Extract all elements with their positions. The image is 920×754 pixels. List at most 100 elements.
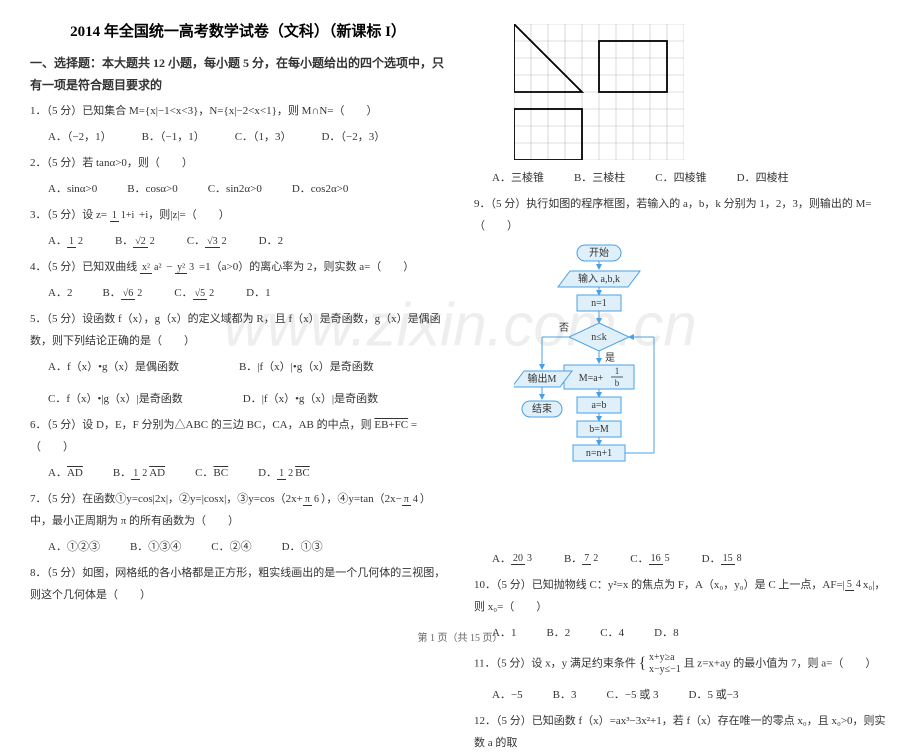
q11-opt-a: A．−5 [492, 684, 523, 706]
q11-opt-c: C．−5 或 3 [607, 684, 659, 706]
q11-options: A．−5 B．3 C．−5 或 3 D．5 或−3 [474, 684, 890, 706]
flowchart-figure: 开始输入 a,b,kn=1n≤k否是M=a+1ba=bb=Mn=n+1输出M结束 [514, 241, 890, 544]
q3-pre: 3．（5 分）设 z= [30, 209, 107, 221]
q5-opt-c: C．f（x）•|g（x）|是奇函数 [48, 388, 183, 410]
q12-stem: 12．（5 分）已知函数 f（x）=ax³−3x²+1，若 f（x）存在唯一的零… [474, 710, 890, 754]
q9-stem: 9．（5 分）执行如图的程序框图，若输入的 a，b，k 分别为 1，2，3，则输… [474, 193, 890, 237]
q4-opt-b: B．√62 [102, 282, 144, 304]
q3-z-frac: 11+i [110, 211, 136, 221]
q6-opt-a: A．AD [48, 462, 83, 484]
svg-text:n=n+1: n=n+1 [586, 448, 612, 459]
svg-text:开始: 开始 [589, 246, 609, 259]
q10-stem: 10．（5 分）已知抛物线 C：y²=x 的焦点为 F，A（x₀，y₀）是 C … [474, 574, 890, 618]
q1-options: A．（−2，1） B．（−1，1） C．（1，3） D．（−2，3） [30, 126, 446, 148]
q2-opt-a: A．sinα>0 [48, 178, 97, 200]
svg-text:否: 否 [559, 322, 569, 334]
page: 2014 年全国统一高考数学试卷（文科）（新课标 I） 一、选择题：本大题共 1… [0, 0, 920, 620]
q8-opt-b: B．三棱柱 [574, 167, 625, 189]
svg-text:结束: 结束 [532, 402, 552, 415]
q7-options: A．①②③ B．①③④ C．②④ D．①③ [30, 536, 446, 558]
grid-svg [514, 24, 684, 160]
q3-opt-d: D．2 [259, 230, 283, 252]
q11-conds: x+y≥a x−y≤−1 [649, 652, 681, 676]
q11-c2: x−y≤−1 [649, 664, 681, 675]
q8-opt-d: D．四棱柱 [737, 167, 789, 189]
q2-opt-c: C．sin2α>0 [208, 178, 262, 200]
right-column: A．三棱锥 B．三棱柱 C．四棱锥 D．四棱柱 9．（5 分）执行如图的程序框图… [474, 20, 890, 610]
q11-c1: x+y≥a [649, 652, 675, 663]
flowchart-svg: 开始输入 a,b,kn=1n≤k否是M=a+1ba=bb=Mn=n+1输出M结束 [514, 241, 674, 541]
q2-options: A．sinα>0 B．cosα>0 C．sin2α>0 D．cos2α>0 [30, 178, 446, 200]
q6-vec: EB+FC [374, 419, 408, 431]
q3-stem: 3．（5 分）设 z= 11+i +i，则|z|=（ ） [30, 204, 446, 226]
q4-post: =1（a>0）的离心率为 2，则实数 a=（ ） [199, 261, 414, 273]
q8-opt-a: A．三棱锥 [492, 167, 544, 189]
q11-stem: 11．（5 分）设 x，y 满足约束条件 { x+y≥a x−y≤−1 且 z=… [474, 648, 890, 680]
q7-frac2: π4 [402, 495, 420, 505]
q4-pre: 4．（5 分）已知双曲线 [30, 261, 137, 273]
brace-icon: { [639, 655, 647, 672]
q9-options: A．203 B．72 C．165 D．158 [474, 548, 890, 570]
q9-opt-b: B．72 [564, 548, 600, 570]
q8-stem: 8．（5 分）如图，网格纸的各小格都是正方形，粗实线画出的是一个几何体的三视图，… [30, 562, 446, 606]
q6-opt-d: D．12BC [258, 462, 310, 484]
svg-text:输入 a,b,k: 输入 a,b,k [578, 272, 620, 285]
q10-frac: 54 [845, 580, 863, 590]
q8-options: A．三棱锥 B．三棱柱 C．四棱锥 D．四棱柱 [474, 167, 890, 189]
q4-frac1: x²a² [140, 263, 163, 273]
q7-opt-a: A．①②③ [48, 536, 100, 558]
q4-stem: 4．（5 分）已知双曲线 x²a² − y²3 =1（a>0）的离心率为 2，则… [30, 256, 446, 278]
q7-frac1: π6 [303, 495, 321, 505]
q11-pre: 11．（5 分）设 x，y 满足约束条件 [474, 658, 636, 670]
svg-text:是: 是 [605, 352, 615, 364]
svg-text:输出M: 输出M [528, 372, 557, 385]
q5-opt-d: D．|f（x）•g（x）|是奇函数 [243, 388, 378, 410]
q3-opt-a: A．12 [48, 230, 85, 252]
svg-text:b=M: b=M [589, 424, 609, 435]
q2-stem: 2．（5 分）若 tanα>0，则（ ） [30, 152, 446, 174]
q1-opt-a: A．（−2，1） [48, 126, 112, 148]
q11-opt-b: B．3 [553, 684, 577, 706]
q7-opt-d: D．①③ [282, 536, 323, 558]
q10-pre: 10．（5 分）已知抛物线 C：y²=x 的焦点为 F，A（x₀，y₀）是 C … [474, 579, 845, 591]
svg-text:a=b: a=b [591, 400, 606, 411]
q6-text: 6．（5 分）设 D，E，F 分别为△ABC 的三边 BC，CA，AB 的中点，… [30, 419, 374, 431]
svg-text:1: 1 [615, 366, 620, 376]
q4-opt-c: C．√52 [174, 282, 216, 304]
svg-text:M=a+: M=a+ [579, 373, 604, 384]
q6-options: A．AD B．12AD C．BC D．12BC [30, 462, 446, 484]
q11-post: 且 z=x+ay 的最小值为 7，则 a=（ ） [684, 658, 877, 670]
q6-opt-c: C．BC [195, 462, 228, 484]
q3-options: A．12 B．√22 C．√32 D．2 [30, 230, 446, 252]
exam-title: 2014 年全国统一高考数学试卷（文科）（新课标 I） [30, 20, 446, 41]
q10-options: A．1 B．2 C．4 D．8 [474, 622, 890, 644]
q1-stem: 1．（5 分）已知集合 M={x|−1<x<3}，N={x|−2<x<1}，则 … [30, 100, 446, 122]
q4-frac2: y²3 [175, 263, 196, 273]
three-view-figure [514, 24, 890, 163]
q1-opt-b: B．（−1，1） [142, 126, 205, 148]
q4-opt-a: A．2 [48, 282, 72, 304]
q3-opt-c: C．√32 [187, 230, 229, 252]
q3-opt-b: B．√22 [115, 230, 157, 252]
q1-opt-d: D．（−2，3） [322, 126, 386, 148]
q2-opt-d: D．cos2α>0 [292, 178, 349, 200]
q6-stem: 6．（5 分）设 D，E，F 分别为△ABC 的三边 BC，CA，AB 的中点，… [30, 414, 446, 458]
section-header: 一、选择题：本大题共 12 小题，每小题 5 分，在每小题给出的四个选项中，只有… [30, 53, 446, 96]
q10-opt-d: D．8 [654, 622, 678, 644]
q10-opt-c: C．4 [600, 622, 624, 644]
q9-opt-d: D．158 [702, 548, 744, 570]
q5-opt-a: A．f（x）•g（x）是偶函数 [48, 356, 179, 378]
q7-opt-b: B．①③④ [130, 536, 181, 558]
q7-opt-c: C．②④ [211, 536, 251, 558]
q5-opt-b: B．|f（x）|•g（x）是奇函数 [239, 356, 374, 378]
q7-mid: ），④y=tan（2x− [321, 493, 402, 505]
q11-opt-d: D．5 或−3 [689, 684, 739, 706]
left-column: 2014 年全国统一高考数学试卷（文科）（新课标 I） 一、选择题：本大题共 1… [30, 20, 446, 610]
svg-text:b: b [615, 378, 620, 388]
q9-opt-a: A．203 [492, 548, 534, 570]
q4-options: A．2 B．√62 C．√52 D．1 [30, 282, 446, 304]
q7-pre: 7．（5 分）在函数①y=cos|2x|，②y=|cosx|，③y=cos（2x… [30, 493, 303, 505]
svg-text:n≤k: n≤k [591, 332, 607, 343]
q10-opt-a: A．1 [492, 622, 516, 644]
q6-opt-b: B．12AD [113, 462, 165, 484]
